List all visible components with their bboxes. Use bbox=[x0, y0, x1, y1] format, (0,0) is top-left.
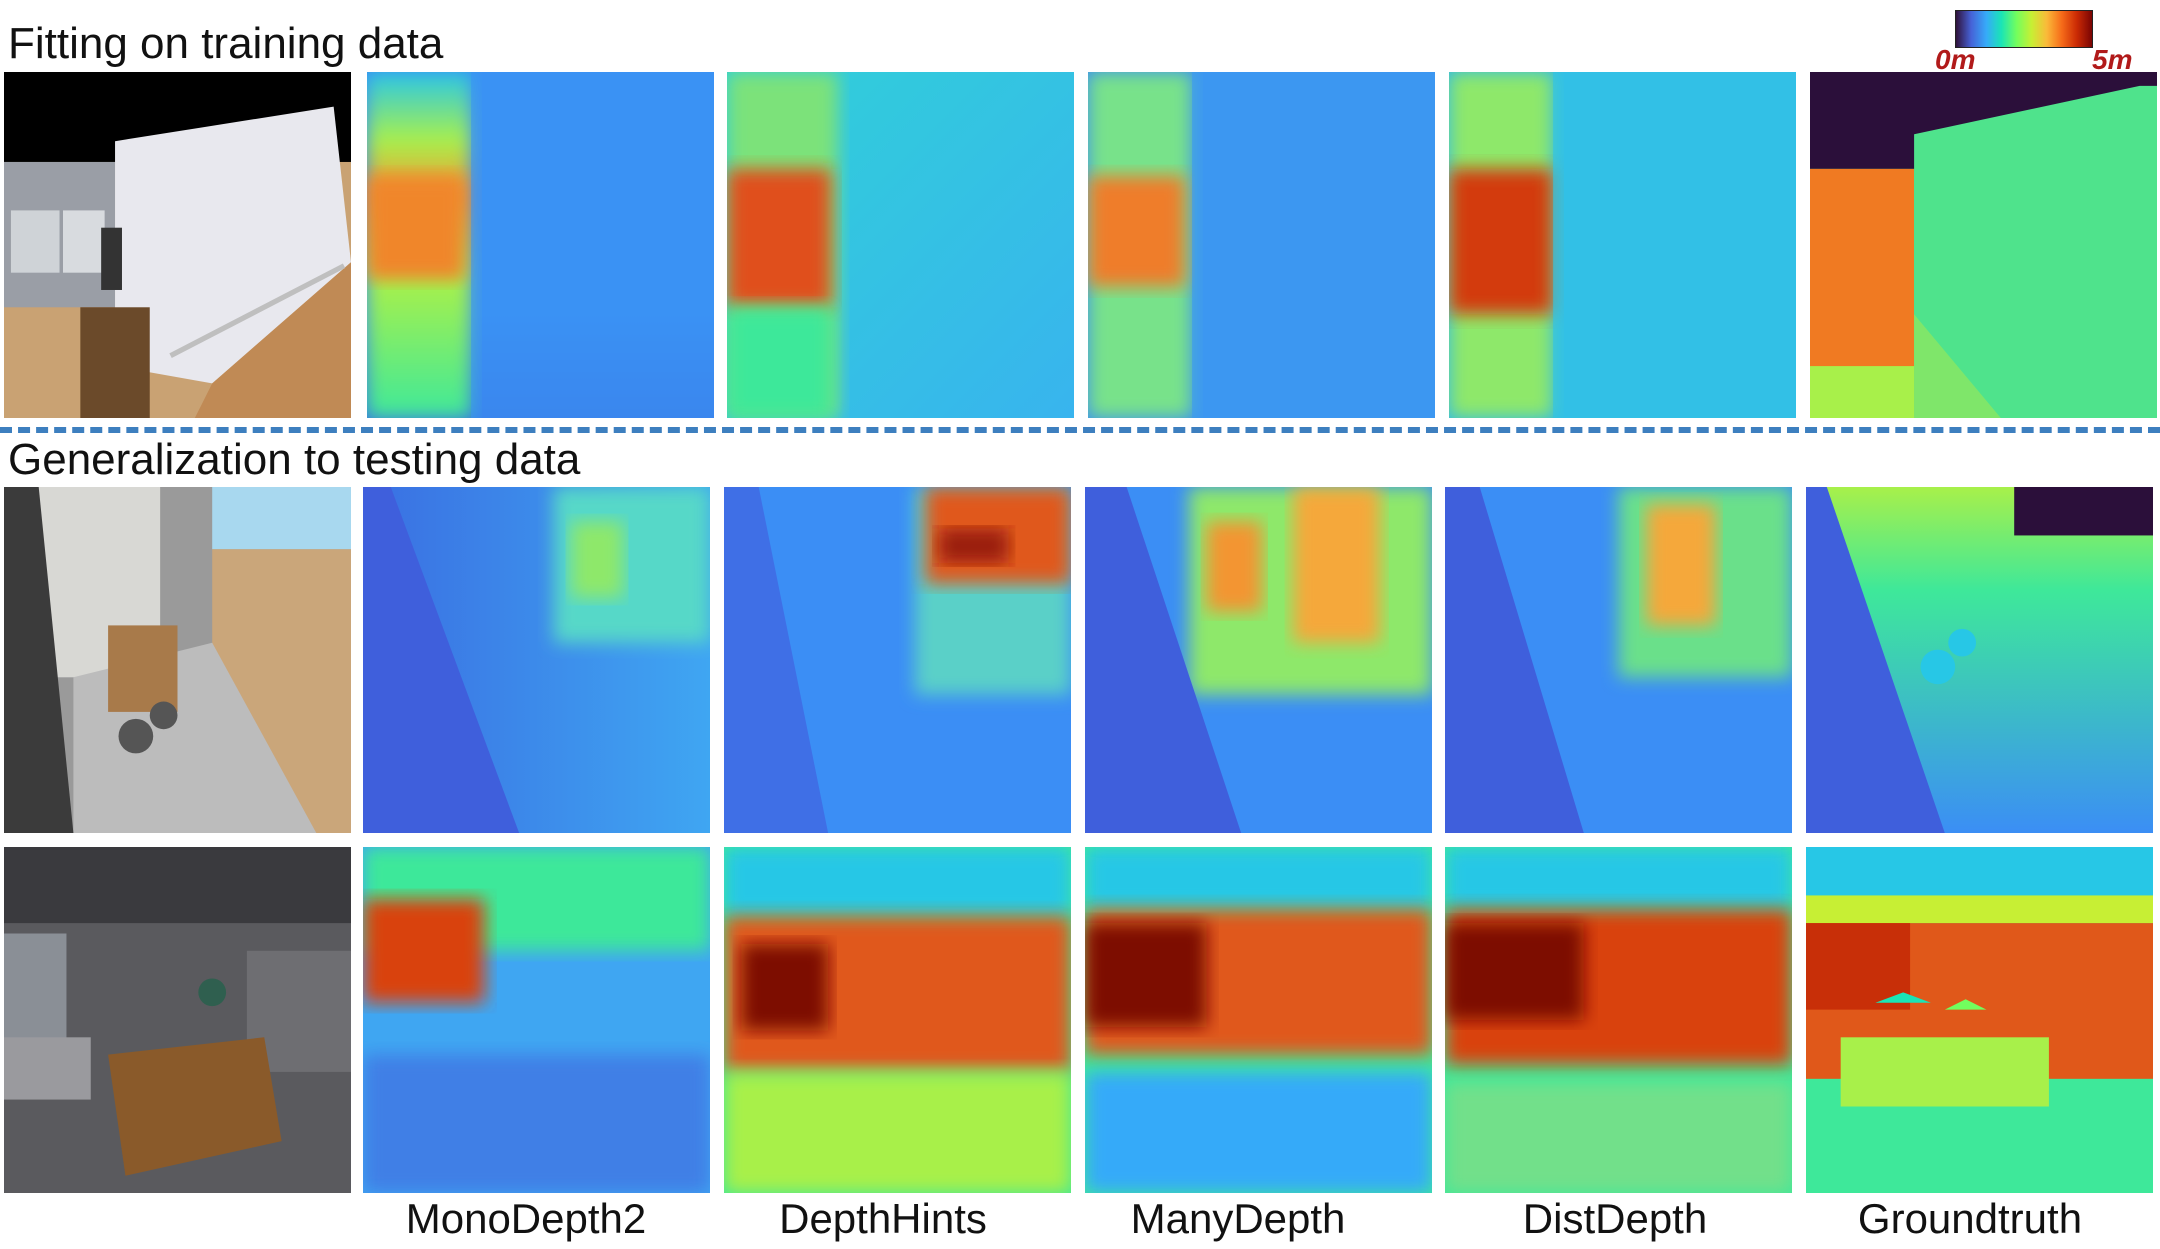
method-label-monodepth2: MonoDepth2 bbox=[405, 1195, 647, 1242]
depth-manydepth-test-2 bbox=[1085, 847, 1432, 1193]
depth-depthhints-test-1 bbox=[724, 487, 1071, 833]
rgb-input-test-2 bbox=[4, 847, 351, 1193]
depth-monodepth2-test-1 bbox=[363, 487, 710, 833]
depth-depthhints-test-2 bbox=[724, 847, 1071, 1193]
depth-monodepth2-test-2 bbox=[363, 847, 710, 1193]
colorbar-max-label: 5m bbox=[2092, 44, 2133, 75]
method-label-manydepth: ManyDepth bbox=[1130, 1195, 1346, 1242]
depth-colorbar bbox=[1955, 10, 2093, 48]
method-label-distdepth: DistDepth bbox=[1522, 1195, 1708, 1242]
colorbar-min-label: 0m bbox=[1935, 44, 1976, 75]
depth-distdepth-test-1 bbox=[1445, 487, 1792, 833]
rgb-input-test-1 bbox=[4, 487, 351, 833]
test-section-title: Generalization to testing data bbox=[8, 435, 581, 484]
method-label-groundtruth: Groundtruth bbox=[1857, 1195, 2083, 1242]
depth-groundtruth-test-1 bbox=[1806, 487, 2153, 833]
depth-depthhints-train bbox=[727, 72, 1074, 418]
depth-distdepth-test-2 bbox=[1445, 847, 1792, 1193]
method-label-depthhints: DepthHints bbox=[779, 1195, 987, 1242]
train-section-title: Fitting on training data bbox=[8, 19, 444, 68]
depth-groundtruth-train bbox=[1810, 72, 2157, 418]
depth-distdepth-train bbox=[1449, 72, 1796, 418]
depth-manydepth-test-1 bbox=[1085, 487, 1432, 833]
depth-manydepth-train bbox=[1088, 72, 1435, 418]
depth-groundtruth-test-2 bbox=[1806, 847, 2153, 1193]
depth-monodepth2-train bbox=[367, 72, 714, 418]
rgb-input-train bbox=[4, 72, 351, 418]
section-divider bbox=[0, 427, 2160, 433]
